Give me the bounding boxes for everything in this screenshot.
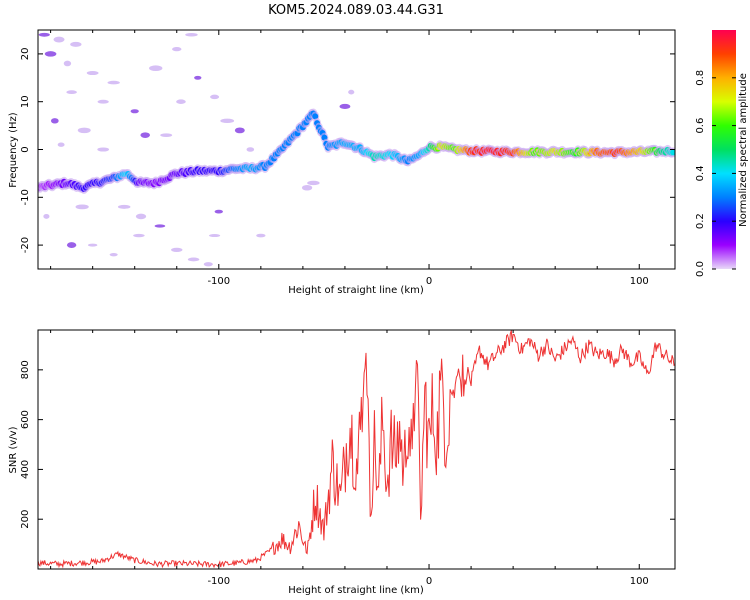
spectrogram-speckle — [130, 109, 139, 114]
x-tick-label: -100 — [207, 276, 230, 287]
spectrogram-speckle — [135, 213, 147, 220]
spectrogram-marks — [38, 32, 675, 267]
spectrogram-speckle — [107, 80, 120, 85]
spectrogram-speckle — [307, 180, 320, 186]
colorbar-tick-label: 0.6 — [695, 118, 706, 134]
y-tick-label: -10 — [20, 189, 31, 205]
y-tick-label: 600 — [20, 410, 31, 429]
snr-frame — [37, 329, 676, 570]
snr-marks — [38, 330, 675, 569]
spectrogram-speckle — [149, 65, 163, 72]
spectrogram-speckle — [348, 89, 355, 95]
colorbar-tick-label: 0.4 — [695, 165, 706, 181]
spectrogram-speckle — [97, 147, 110, 152]
colorbar-label: Normalized spectral amplitude — [738, 73, 749, 227]
y-tick-label: 800 — [20, 360, 31, 379]
colorbar-tick-label: 0.8 — [695, 70, 706, 86]
snr-y-axis-label: SNR (v/v) — [8, 426, 19, 473]
spectrogram-speckle — [208, 234, 221, 238]
x-tick-label: 100 — [630, 576, 649, 587]
spectrogram-speckle — [154, 224, 166, 228]
y-tick-label: -20 — [20, 237, 31, 253]
colorbar-tick-label: 0.2 — [695, 213, 706, 229]
spectrogram-cell — [670, 149, 675, 156]
y-tick-label: 20 — [20, 48, 31, 61]
x-tick-label: 0 — [426, 276, 432, 287]
spectrogram-speckle — [172, 46, 182, 52]
figure-title: KOM5.2024.089.03.44.G31 — [268, 3, 444, 18]
spectrogram-speckle — [109, 252, 118, 257]
spectrogram-speckle — [70, 41, 82, 47]
spectrogram-speckle — [50, 118, 59, 124]
spectrogram-speckle — [185, 33, 198, 37]
spectrogram-speckle — [66, 242, 77, 249]
y-tick-label: 400 — [20, 460, 31, 479]
spectrogram-speckle — [66, 90, 77, 94]
spectrogram-speckle — [187, 257, 200, 262]
colorbar-gradient — [712, 30, 736, 269]
spectrogram-speckle — [203, 262, 213, 267]
spectrogram-speckle — [214, 209, 223, 214]
spectrogram-speckle — [160, 133, 173, 137]
spectrogram-speckle — [86, 71, 99, 76]
snr-x-axis-label: Height of straight line (km) — [288, 585, 424, 596]
spectrogram-speckle — [43, 213, 50, 219]
x-tick-label: -100 — [207, 576, 230, 587]
spectrogram-x-axis-label: Height of straight line (km) — [288, 285, 424, 296]
spectrogram-speckle — [44, 51, 57, 57]
spectrogram-speckle — [194, 75, 202, 80]
spectrogram-y-axis-label: Frequency (Hz) — [8, 112, 19, 188]
spectrogram-speckle — [256, 233, 266, 238]
spectrogram-speckle — [75, 204, 89, 210]
spectrogram-speckle — [234, 127, 245, 134]
spectrogram-speckle — [133, 233, 145, 238]
spectrogram-speckle — [210, 94, 220, 100]
spectrogram-speckle — [140, 132, 150, 138]
colorbar: 0.0 0.2 0.4 0.6 0.8 Normalized spectral ampl… — [695, 30, 749, 277]
colorbar-tick-label: 0.0 — [695, 261, 706, 277]
spectrogram-speckle — [170, 247, 183, 252]
spectrogram-speckle — [176, 99, 186, 104]
y-tick-label: 10 — [20, 95, 31, 108]
spectrogram-speckle — [87, 243, 98, 247]
x-tick-label: 100 — [630, 276, 649, 287]
snr-series-line — [38, 330, 675, 569]
spectrogram-speckle — [77, 127, 91, 134]
spectrogram-speckle — [117, 204, 131, 209]
spectrogram-speckle — [97, 99, 109, 104]
spectrogram-speckle — [38, 32, 50, 37]
spectrogram-speckle — [301, 184, 313, 191]
snr-axes: -100 0 100 200 400 600 800 — [20, 330, 675, 587]
y-tick-label: 200 — [20, 510, 31, 529]
spectrogram-speckle — [53, 36, 65, 43]
y-tick-label: 0 — [20, 146, 31, 152]
spectrogram-speckle — [339, 103, 351, 110]
x-tick-label: 0 — [426, 576, 432, 587]
spectrogram-speckle — [220, 118, 235, 124]
spectrogram-speckle — [57, 142, 65, 147]
snr-panel: -100 0 100 200 400 600 800 Height of straight … — [8, 329, 676, 596]
colorbar-axes: 0.0 0.2 0.4 0.6 0.8 — [695, 70, 736, 277]
spectrogram-cell — [312, 113, 319, 120]
spectrogram-speckle — [246, 147, 255, 152]
spectrogram-speckle — [63, 60, 72, 67]
